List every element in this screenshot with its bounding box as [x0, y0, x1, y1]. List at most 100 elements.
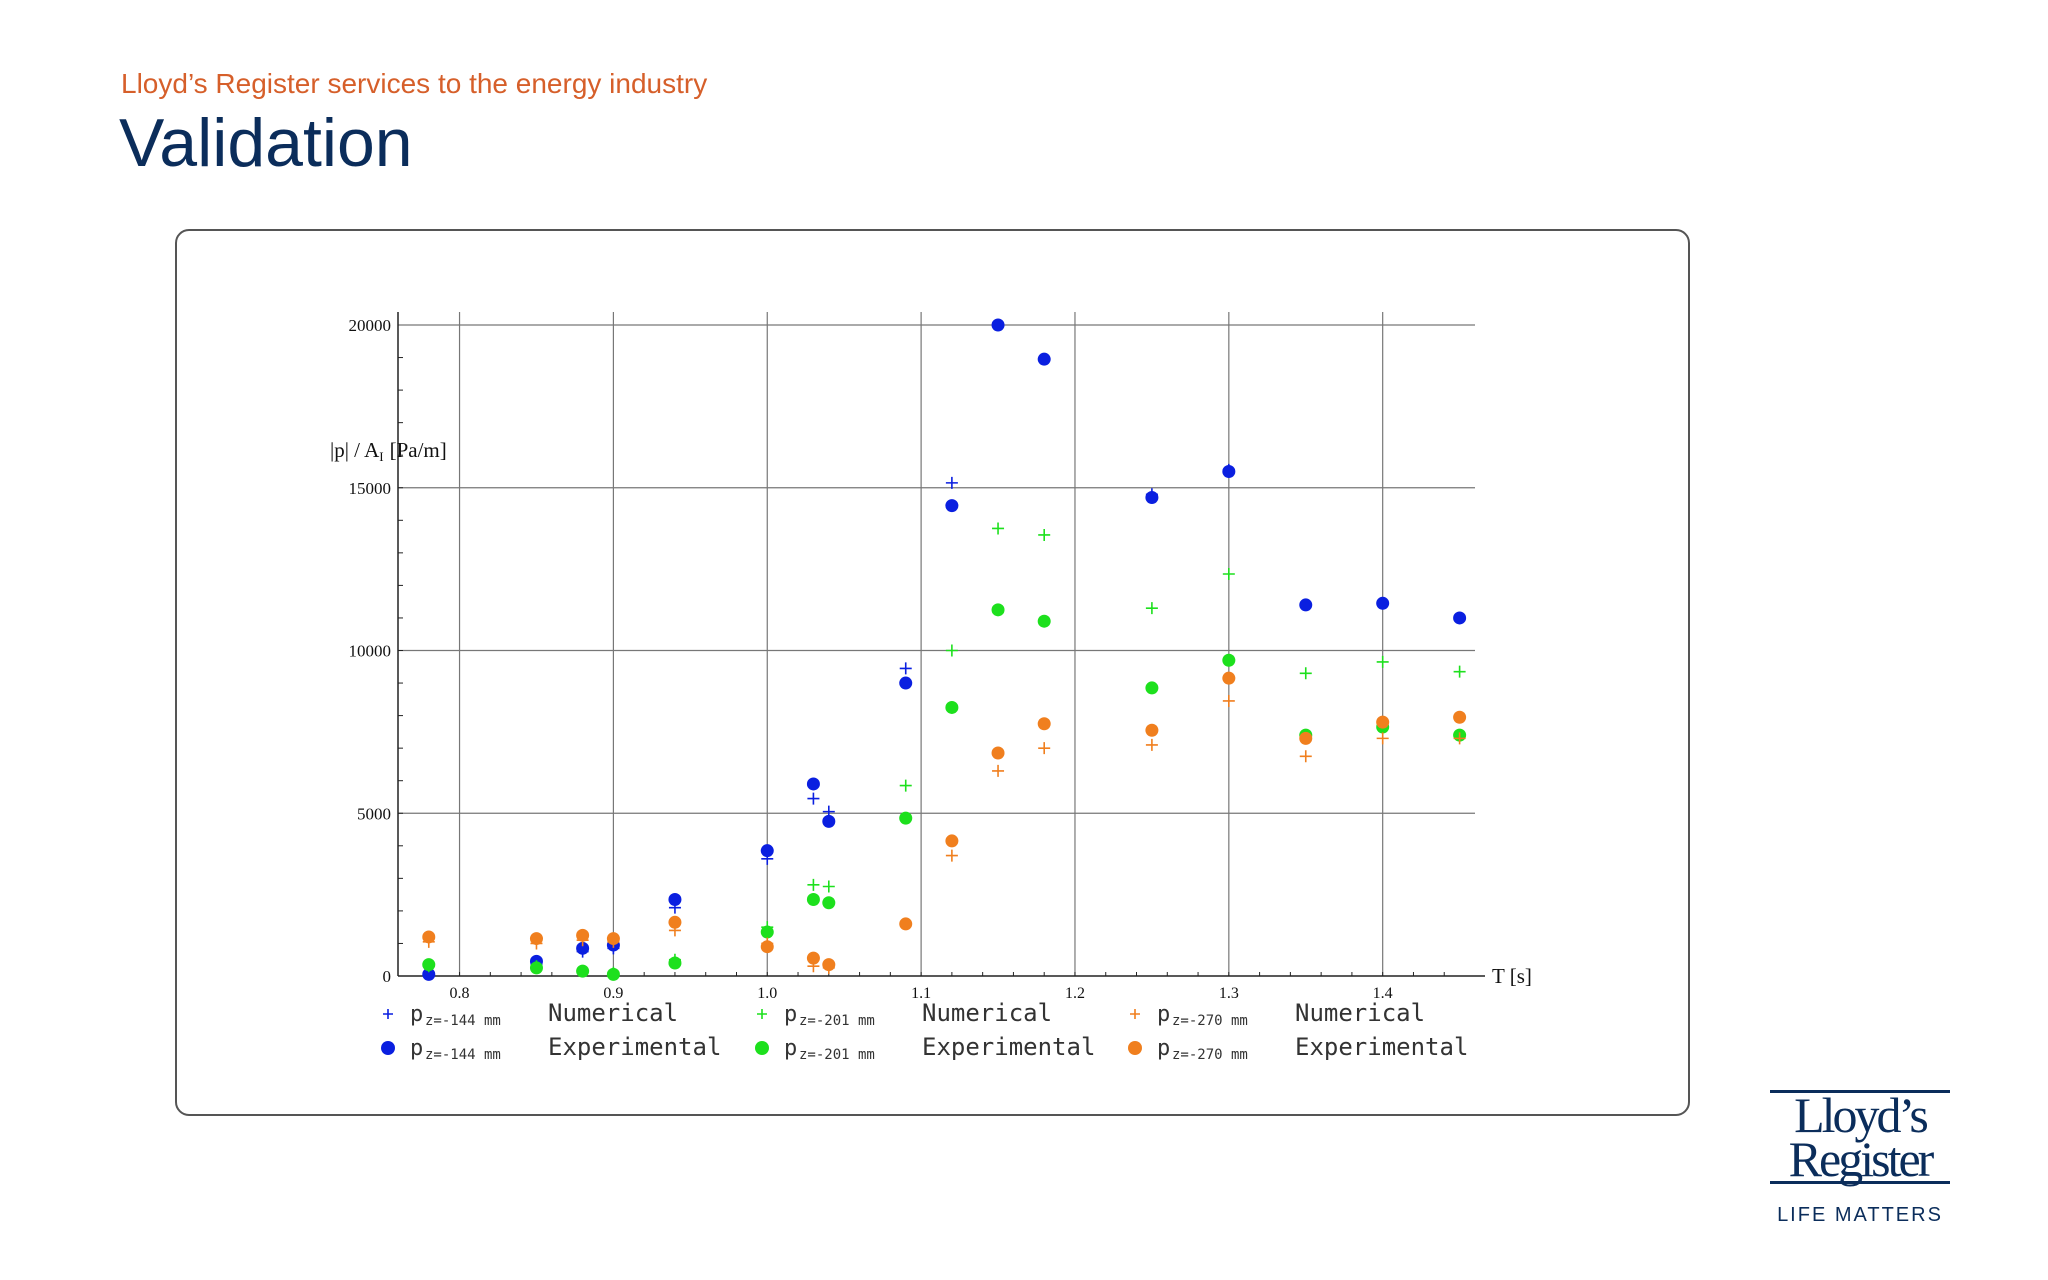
data-point-numerical — [945, 476, 958, 489]
legend-subscript: z=-270 mm — [1172, 1047, 1248, 1063]
data-point-numerical — [1299, 667, 1312, 680]
y-tick-label: 0 — [383, 967, 392, 986]
data-point-numerical — [807, 792, 820, 805]
legend-entry: p z=-201 mm Experimental — [755, 1033, 1095, 1063]
legend-symbol: p — [784, 1036, 797, 1061]
presentation-subtitle: Lloyd’s Register services to the energy … — [121, 68, 708, 99]
data-point-numerical — [1453, 732, 1466, 745]
data-points — [422, 318, 1467, 981]
data-point-experimental — [576, 964, 590, 978]
lloyds-register-logo: Lloyd’s Register LIFE MATTERS — [1770, 1090, 1950, 1227]
data-point-experimental — [991, 318, 1005, 332]
logo-tagline: LIFE MATTERS — [1777, 1204, 1943, 1226]
legend-symbol: p — [1157, 1002, 1170, 1027]
data-point-experimental — [822, 896, 836, 910]
legend-marker-dot — [755, 1041, 769, 1055]
logo-word-lloyds: Lloyd’s — [1794, 1087, 1929, 1143]
data-point-experimental — [945, 834, 959, 848]
data-point-numerical — [1376, 732, 1389, 745]
data-point-experimental — [1453, 710, 1467, 724]
legend-entry: p z=-144 mm Experimental — [381, 1033, 721, 1063]
legend-symbol: p — [1157, 1036, 1170, 1061]
legend-subscript: z=-270 mm — [1172, 1013, 1248, 1029]
legend-symbol: p — [410, 1002, 423, 1027]
data-point-experimental — [760, 844, 774, 858]
ticks: 0.8 0.9 1.0 1.1 1.2 1.3 1.4 0 5000 10000 15000 2000… — [349, 316, 1445, 1002]
grid — [398, 312, 1475, 976]
logo-word-register: Register — [1788, 1131, 1935, 1187]
data-point-experimental — [606, 967, 620, 981]
x-tick-label: 0.9 — [603, 985, 623, 1002]
data-point-numerical — [1038, 742, 1051, 755]
data-point-numerical — [1376, 655, 1389, 668]
data-point-numerical — [822, 880, 835, 893]
x-tick-label: 0.8 — [450, 985, 470, 1002]
data-point-experimental — [945, 499, 959, 513]
data-point-experimental — [1145, 491, 1159, 505]
legend-entry: p z=-201 mm Numerical — [757, 999, 1052, 1029]
data-point-experimental — [668, 893, 682, 907]
legend-subscript: z=-144 mm — [425, 1047, 501, 1063]
data-point-numerical — [807, 878, 820, 891]
data-point-numerical — [945, 849, 958, 862]
data-point-numerical — [1222, 568, 1235, 581]
data-point-experimental — [991, 746, 1005, 760]
y-tick-label: 10000 — [349, 642, 392, 661]
data-point-experimental — [606, 932, 620, 946]
data-point-experimental — [1453, 611, 1467, 625]
legend-series-name: Numerical — [548, 999, 678, 1027]
data-point-experimental — [1222, 464, 1236, 478]
logo-bottom-rule — [1770, 1181, 1950, 1184]
data-point-experimental — [668, 915, 682, 929]
data-point-experimental — [1222, 671, 1236, 685]
data-point-experimental — [529, 932, 543, 946]
data-point-numerical — [945, 644, 958, 657]
data-point-numerical — [992, 764, 1005, 777]
data-point-experimental — [1145, 723, 1159, 737]
data-point-experimental — [806, 893, 820, 907]
data-point-numerical — [1222, 694, 1235, 707]
data-point-numerical — [1145, 602, 1158, 615]
data-point-experimental — [1299, 598, 1313, 612]
legend-symbol: p — [784, 1002, 797, 1027]
legend-entry: p z=-144 mm Numerical — [383, 999, 678, 1029]
legend-series-name: Numerical — [1295, 999, 1425, 1027]
legend-series-name: Experimental — [922, 1033, 1095, 1061]
data-point-experimental — [822, 958, 836, 972]
data-point-experimental — [576, 928, 590, 942]
y-tick-label: 15000 — [349, 479, 392, 498]
data-point-experimental — [1222, 653, 1236, 667]
y-tick-label: 5000 — [357, 804, 391, 823]
data-point-numerical — [992, 522, 1005, 535]
legend-series-name: Experimental — [1295, 1033, 1468, 1061]
data-point-experimental — [529, 961, 543, 975]
x-tick-label: 1.0 — [757, 985, 777, 1002]
data-point-numerical — [1299, 750, 1312, 763]
data-point-experimental — [899, 811, 913, 825]
data-point-experimental — [899, 676, 913, 690]
data-point-experimental — [945, 700, 959, 714]
data-point-experimental — [422, 958, 436, 972]
x-tick-label: 1.4 — [1373, 985, 1393, 1002]
data-point-experimental — [1037, 717, 1051, 731]
data-point-experimental — [1145, 681, 1159, 695]
data-point-numerical — [1145, 738, 1158, 751]
y-tick-label: 20000 — [349, 316, 392, 335]
legend-marker-plus — [1130, 1009, 1140, 1019]
scatter-chart: |p| / AI [Pa/m] T [s] 0.8 0.9 1.0 1.1 1.2 1.3 1… — [330, 312, 1532, 1063]
y-axis-label: |p| / AI [Pa/m] — [330, 438, 447, 464]
data-point-experimental — [422, 967, 436, 981]
legend-marker-dot — [1128, 1041, 1142, 1055]
data-point-experimental — [806, 777, 820, 791]
data-point-experimental — [1376, 715, 1390, 729]
data-point-numerical — [1038, 528, 1051, 541]
data-point-numerical — [1453, 665, 1466, 678]
data-point-experimental — [899, 917, 913, 931]
x-tick-label: 1.2 — [1065, 985, 1085, 1002]
data-point-experimental — [422, 930, 436, 944]
data-point-numerical — [899, 779, 912, 792]
data-point-numerical — [899, 662, 912, 675]
data-point-experimental — [1299, 731, 1313, 745]
legend-series-name: Numerical — [922, 999, 1052, 1027]
